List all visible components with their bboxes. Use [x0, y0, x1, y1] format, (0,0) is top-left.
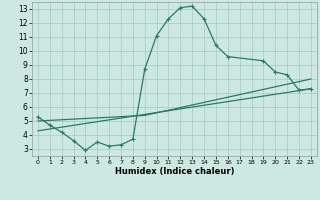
- X-axis label: Humidex (Indice chaleur): Humidex (Indice chaleur): [115, 167, 234, 176]
